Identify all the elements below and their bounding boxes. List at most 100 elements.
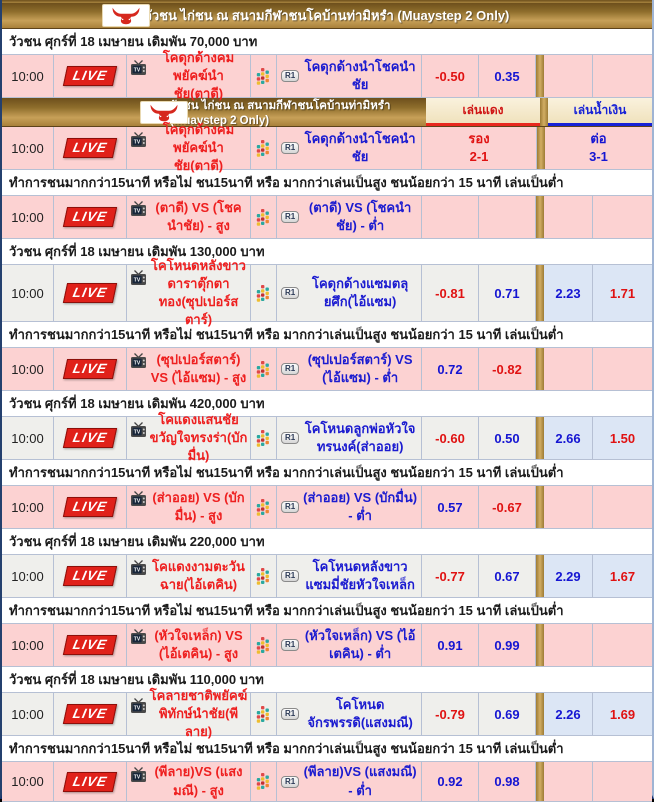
odds-cell[interactable]: 1.71: [593, 265, 652, 321]
red-team-cell[interactable]: TV โคแดงแสนชัยขวัญใจทรงร่า(บักมื่น): [127, 412, 251, 463]
odds-value: 1.69: [609, 706, 636, 722]
odds-cell[interactable]: 2.66: [544, 417, 593, 459]
bet-blue-merged-cell[interactable]: ต่อ 3-1: [545, 127, 652, 169]
stats-icon[interactable]: [256, 567, 271, 586]
stats-icon[interactable]: [256, 67, 271, 86]
odds-cell[interactable]: 0.67: [479, 555, 536, 597]
blue-team-cell[interactable]: R1 โคโหนดจักรพรรดิ(แสงมณี): [277, 693, 422, 735]
live-badge[interactable]: LIVE: [62, 771, 118, 792]
live-badge[interactable]: LIVE: [62, 138, 118, 158]
odds-cell[interactable]: 1.50: [593, 417, 652, 459]
blue-team-cell[interactable]: R1 โคดุกด้างนำโชคนำชัย: [277, 127, 422, 169]
tv-icon[interactable]: TV: [130, 629, 147, 645]
odds-cell[interactable]: 2.26: [544, 693, 593, 735]
odds-cell[interactable]: 0.69: [479, 693, 536, 735]
tv-icon[interactable]: TV: [130, 132, 147, 148]
blue-team-cell[interactable]: R1 โคโหนดหลังขาวแซมมี่ชัยหัวใจเหล็ก: [277, 555, 422, 597]
tv-icon[interactable]: TV: [130, 353, 147, 369]
bet-red-merged-cell[interactable]: รอง 2-1: [422, 127, 537, 169]
odds-cell[interactable]: 0.98: [479, 762, 536, 801]
stats-icon[interactable]: [256, 139, 271, 158]
odds-cell[interactable]: 1.69: [593, 693, 652, 735]
live-badge[interactable]: LIVE: [62, 359, 118, 379]
stats-cell[interactable]: [251, 693, 277, 735]
red-team-cell[interactable]: TV โคลายชาติพยัคฆ์พิทักษ์นำชัย(พีลาย): [127, 688, 251, 739]
red-team-cell[interactable]: TV (พีลาย)VS (แสงมณี) - สูง: [127, 762, 251, 801]
odds-cell[interactable]: 2.29: [544, 555, 593, 597]
blue-team-cell[interactable]: R1 โคดุกด้างแซมตลุยศึก(ไอ้แซม): [277, 265, 422, 321]
tv-icon[interactable]: TV: [130, 491, 147, 507]
blue-team-cell[interactable]: R1 (ซุปเปอร์สตาร์) VS (ไอ้แซม) - ต่ำ: [277, 348, 422, 390]
blue-team-cell[interactable]: R1 (ส่าออย) VS (บักมื่น) - ต่ำ: [277, 486, 422, 528]
stats-cell[interactable]: [251, 417, 277, 459]
live-badge[interactable]: LIVE: [62, 497, 118, 517]
odds-cell[interactable]: 0.35: [479, 55, 536, 97]
live-badge[interactable]: LIVE: [62, 66, 118, 86]
tv-icon[interactable]: TV: [130, 560, 147, 576]
stats-icon[interactable]: [256, 284, 271, 303]
live-badge[interactable]: LIVE: [62, 566, 118, 586]
red-team-cell[interactable]: TV (หัวใจเหล็ก) VS (ไอ้เตคิน) - สูง: [127, 624, 251, 666]
odds-cell[interactable]: -0.81: [422, 265, 479, 321]
odds-cell[interactable]: -0.67: [479, 486, 536, 528]
odds-cell[interactable]: -0.50: [422, 55, 479, 97]
stats-cell[interactable]: [251, 624, 277, 666]
stats-icon[interactable]: [256, 208, 271, 227]
stats-icon[interactable]: [256, 705, 271, 724]
odds-cell[interactable]: -0.82: [479, 348, 536, 390]
red-team-cell[interactable]: TV โคดุกด้างคมพยัคฆ์นำชัย(ตาดี): [127, 50, 251, 101]
odds-cell[interactable]: 0.92: [422, 762, 479, 801]
odds-value: 1.71: [609, 285, 636, 301]
stats-icon[interactable]: [256, 498, 271, 517]
tv-icon[interactable]: TV: [130, 767, 147, 783]
tv-icon[interactable]: TV: [130, 422, 147, 438]
odds-cell[interactable]: -0.60: [422, 417, 479, 459]
odds-cell[interactable]: 2.23: [544, 265, 593, 321]
stats-icon[interactable]: [256, 772, 271, 791]
tv-icon[interactable]: TV: [130, 201, 147, 217]
stats-cell[interactable]: [251, 762, 277, 801]
red-team-cell[interactable]: TV โคแดงงามตะวันฉาย(ไอ้เตคิน): [127, 555, 251, 597]
red-team-cell[interactable]: TV (ซุปเปอร์สตาร์) VS (ไอ้แซม) - สูง: [127, 348, 251, 390]
tv-icon[interactable]: TV: [130, 698, 147, 714]
blue-team-cell[interactable]: R1 โคโหนดลูกพ่อหัวใจทรนงค์(ส่าออย): [277, 417, 422, 459]
stats-icon[interactable]: [256, 360, 271, 379]
odds-cell[interactable]: 0.99: [479, 624, 536, 666]
live-badge[interactable]: LIVE: [62, 283, 118, 303]
stats-cell[interactable]: [251, 196, 277, 238]
stats-cell[interactable]: [251, 348, 277, 390]
blue-team-cell[interactable]: R1 (พีลาย)VS (แสงมณี) - ต่ำ: [277, 762, 422, 801]
odds-cell[interactable]: -0.77: [422, 555, 479, 597]
stats-cell[interactable]: [251, 55, 277, 97]
bet-blue-column-header[interactable]: เล่นน้ำเงิน: [548, 98, 652, 126]
live-badge[interactable]: LIVE: [62, 635, 118, 655]
live-badge[interactable]: LIVE: [62, 428, 118, 448]
stats-cell[interactable]: [251, 127, 277, 169]
blue-team-cell[interactable]: R1 (ตาดี) VS (โชคนำชัย) - ต่ำ: [277, 196, 422, 238]
tv-icon[interactable]: TV: [130, 60, 147, 76]
stats-cell[interactable]: [251, 486, 277, 528]
stats-cell[interactable]: [251, 265, 277, 321]
red-team-cell[interactable]: TV (ตาดี) VS (โชคนำชัย) - สูง: [127, 196, 251, 238]
odds-cell[interactable]: -0.79: [422, 693, 479, 735]
blue-team-cell[interactable]: R1 โคดุกด้างนำโชคนำชัย: [277, 55, 422, 97]
odds-cell[interactable]: 0.72: [422, 348, 479, 390]
red-team-cell[interactable]: TV (ส่าออย) VS (บักมื่น) - สูง: [127, 486, 251, 528]
odds-cell[interactable]: 0.91: [422, 624, 479, 666]
odds-value: 0.71: [494, 285, 520, 301]
stats-cell[interactable]: [251, 555, 277, 597]
stats-icon[interactable]: [256, 636, 271, 655]
odds-cell[interactable]: 0.57: [422, 486, 479, 528]
odds-value: 2.29: [555, 568, 581, 584]
odds-cell[interactable]: 1.67: [593, 555, 652, 597]
blue-team-cell[interactable]: R1 (หัวใจเหล็ก) VS (ไอ้เตคิน) - ต่ำ: [277, 624, 422, 666]
bet-red-column-header[interactable]: เล่นแดง: [426, 98, 540, 126]
odds-cell[interactable]: 0.71: [479, 265, 536, 321]
odds-cell[interactable]: 0.50: [479, 417, 536, 459]
stats-icon[interactable]: [256, 429, 271, 448]
red-team-cell[interactable]: TV โคโหนดหลังขาวดาราตุ๊กตาทอง(ซุปเปอร์สตา…: [127, 258, 251, 327]
tv-icon[interactable]: TV: [130, 270, 147, 286]
red-team-cell[interactable]: TV โคดุกด้างคมพยัคฆ์นำชัย(ตาดี): [127, 122, 251, 173]
live-badge[interactable]: LIVE: [62, 207, 118, 227]
live-badge[interactable]: LIVE: [62, 704, 118, 724]
